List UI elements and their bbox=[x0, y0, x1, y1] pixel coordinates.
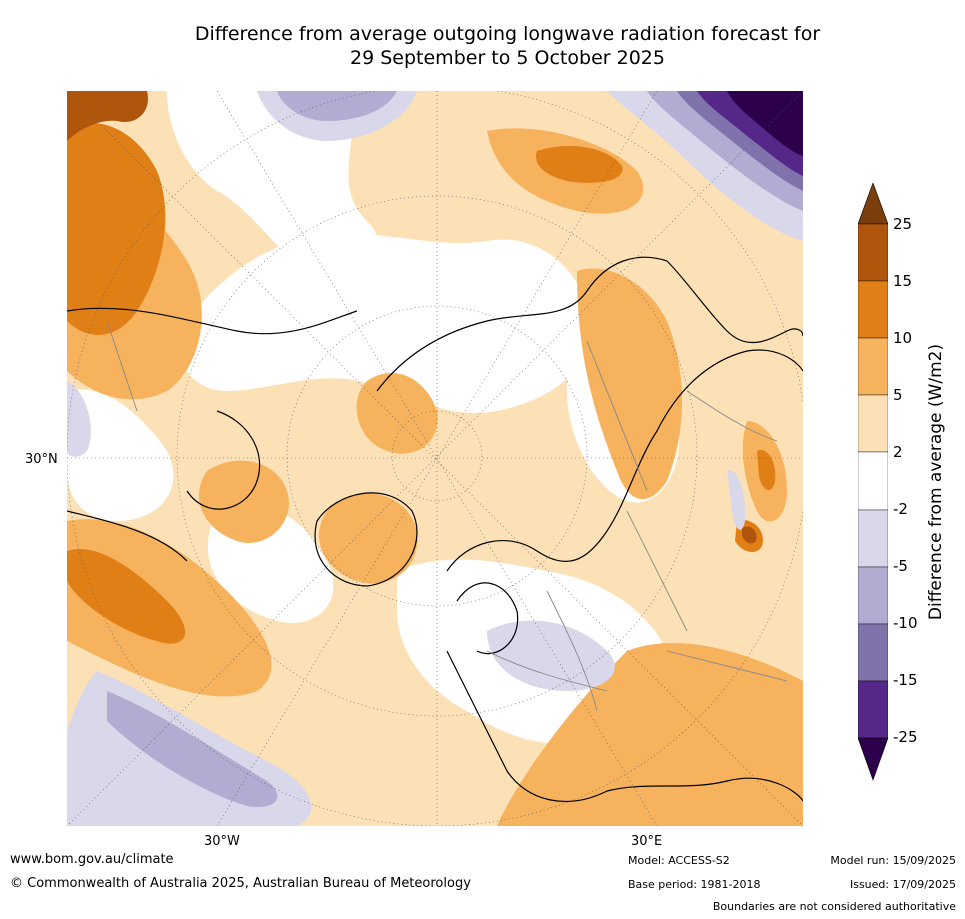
positive-region-greenland bbox=[318, 493, 418, 584]
colorbar-tick: 15 bbox=[893, 272, 913, 290]
extreme-negative-region-north-east bbox=[727, 91, 803, 156]
chart-title: Difference from average outgoing longwav… bbox=[0, 22, 965, 70]
positive-region-east-asia bbox=[577, 268, 682, 500]
colorbar-arrow-top bbox=[858, 183, 888, 225]
colorbar-label: Difference from average (W/m2) bbox=[926, 343, 946, 621]
coastline-scandinavia bbox=[456, 582, 519, 655]
very-strong-positive-region-tibet bbox=[742, 526, 757, 544]
issued-date: Issued: 17/09/2025 bbox=[849, 878, 956, 891]
colorbar-bin-neutral bbox=[858, 451, 888, 511]
colorbar-bin-15-25 bbox=[858, 223, 888, 282]
neutral-region-pole bbox=[179, 233, 589, 414]
positive-region-canada bbox=[198, 460, 289, 543]
colorbar-tick: 5 bbox=[893, 386, 903, 404]
strong-positive-region-india bbox=[757, 450, 776, 491]
title-line-2: 29 September to 5 October 2025 bbox=[350, 47, 665, 69]
colorbar-bin-10-15 bbox=[858, 280, 888, 339]
coastline-siberia bbox=[376, 256, 668, 392]
colorbar-bin-minus10-minus15 bbox=[858, 623, 888, 682]
colorbar bbox=[858, 183, 888, 781]
graticule bbox=[67, 91, 803, 826]
coastlines bbox=[67, 256, 803, 802]
colorbar-tick: -25 bbox=[893, 728, 918, 746]
base-period: Base period: 1981-2018 bbox=[628, 878, 761, 891]
colorbar-arrow-bottom bbox=[858, 737, 888, 781]
colorbar-bin-2-5 bbox=[858, 394, 888, 453]
colorbar-tick: 2 bbox=[893, 443, 903, 461]
strong-positive-region-kamchatka bbox=[536, 146, 623, 183]
website-link[interactable]: www.bom.gov.au/climate bbox=[10, 852, 174, 867]
colorbar-bin-minus2-minus5 bbox=[858, 509, 888, 568]
strong-positive-region-pacific-south bbox=[67, 549, 186, 644]
colorbar-tick: 25 bbox=[893, 215, 913, 233]
colorbar-tick: -15 bbox=[893, 671, 918, 689]
lon-label-30w: 30°W bbox=[204, 834, 240, 849]
model-name: Model: ACCESS-S2 bbox=[628, 854, 730, 867]
moderate-negative-region-north bbox=[277, 91, 397, 121]
moderate-negative-region-south-pacific bbox=[107, 691, 278, 807]
colorbar-tick: 10 bbox=[893, 329, 913, 347]
coastline-eurasia bbox=[446, 349, 803, 802]
negative-region-europe bbox=[487, 620, 615, 691]
neutral-region-west bbox=[67, 389, 174, 521]
model-run-date: Model run: 15/09/2025 bbox=[830, 854, 956, 867]
negative-region-east-pacific bbox=[67, 381, 91, 457]
boundaries-disclaimer: Boundaries are not considered authoritat… bbox=[712, 900, 956, 913]
colorbar-bin-5-10 bbox=[858, 337, 888, 396]
very-strong-positive-region-pacific bbox=[67, 91, 148, 141]
lon-label-30e: 30°E bbox=[631, 834, 663, 849]
positive-region-middle-east bbox=[497, 642, 803, 826]
lat-label-30n: 30°N bbox=[25, 452, 58, 467]
strong-positive-region-pacific-nw bbox=[67, 123, 166, 335]
coastline-east-asia bbox=[666, 260, 803, 344]
colorbar-tick: -2 bbox=[893, 500, 908, 518]
negative-region-tibet-edge bbox=[727, 470, 746, 530]
olr-anomaly-map bbox=[67, 91, 803, 826]
country-borders bbox=[106, 320, 788, 712]
colorbar-bin-minus15-minus25 bbox=[858, 680, 888, 739]
copyright-text: © Commonwealth of Australia 2025, Austra… bbox=[10, 876, 471, 891]
colorbar-tick: -5 bbox=[893, 557, 908, 575]
coastline-north-america bbox=[67, 307, 358, 562]
colorbar-tick: -10 bbox=[893, 614, 918, 632]
positive-region-arctic-siberia bbox=[356, 372, 438, 454]
coastline-greenland bbox=[314, 492, 418, 587]
title-line-1: Difference from average outgoing longwav… bbox=[194, 23, 821, 45]
colorbar-bin-minus5-minus10 bbox=[858, 566, 888, 625]
